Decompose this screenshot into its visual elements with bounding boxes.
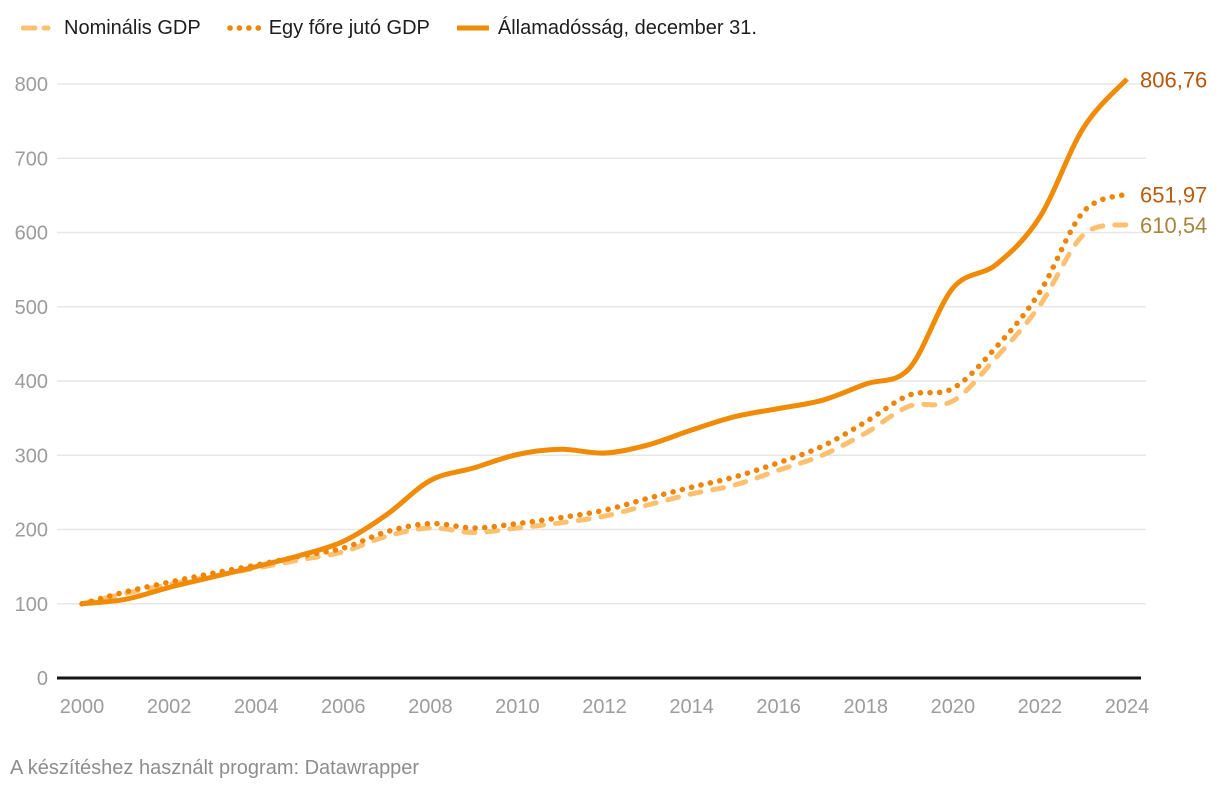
x-axis-tick-label: 2024 [1105, 696, 1150, 718]
legend-label-egy-fore-juto-gdp: Egy főre jutó GDP [268, 17, 430, 39]
x-axis-tick-label: 2014 [669, 696, 714, 718]
legend-item-nominalis-gdp: Nominális GDP [21, 14, 201, 42]
x-axis-tick-label: 2008 [408, 696, 453, 718]
solid-line-swatch-icon [456, 25, 489, 31]
y-axis-tick-label: 200 [15, 520, 48, 542]
legend-label-nominalis-gdp: Nominális GDP [64, 17, 201, 39]
x-axis-tick-label: 2004 [234, 696, 279, 718]
series-line-solid [81, 77, 1129, 607]
legend-label-allamadossag: Államadósság, december 31. [497, 17, 757, 39]
x-axis-tick-label: 2020 [931, 696, 976, 718]
y-axis-tick-label: 600 [15, 223, 48, 245]
x-axis-tick-label: 2012 [582, 696, 627, 718]
y-axis-tick-label: 800 [15, 74, 48, 96]
y-axis-tick-label: 400 [15, 371, 48, 393]
y-axis-tick-label: 100 [15, 594, 48, 616]
series-line-dotted [79, 191, 1130, 607]
dashed-line-swatch-icon [21, 25, 57, 31]
x-axis-tick-label: 2000 [60, 696, 105, 718]
x-axis-tick-label: 2018 [844, 696, 889, 718]
legend: Nominális GDP Egy főre jutó GDP Államadó… [21, 14, 782, 42]
y-axis-tick-label: 300 [15, 445, 48, 467]
series-end-label: 610,54 [1140, 213, 1207, 238]
y-axis-tick-label: 500 [15, 297, 48, 319]
series-end-label: 806,76 [1140, 67, 1207, 92]
y-axis-tick-label: 0 [37, 668, 48, 690]
x-axis-tick-label: 2006 [321, 696, 366, 718]
x-axis-tick-label: 2002 [147, 696, 192, 718]
series-end-label: 651,97 [1140, 182, 1207, 207]
x-axis-tick-label: 2022 [1018, 696, 1063, 718]
legend-item-egy-fore-juto-gdp: Egy főre jutó GDP [226, 14, 430, 42]
x-axis-tick-label: 2010 [495, 696, 540, 718]
x-axis-tick-label: 2016 [756, 696, 801, 718]
legend-item-allamadossag: Államadósság, december 31. [455, 14, 757, 42]
y-axis-tick-label: 700 [15, 148, 48, 170]
series-line-dashed [79, 222, 1130, 607]
footer-credit: A készítéshez használt program: Datawrap… [10, 757, 420, 779]
